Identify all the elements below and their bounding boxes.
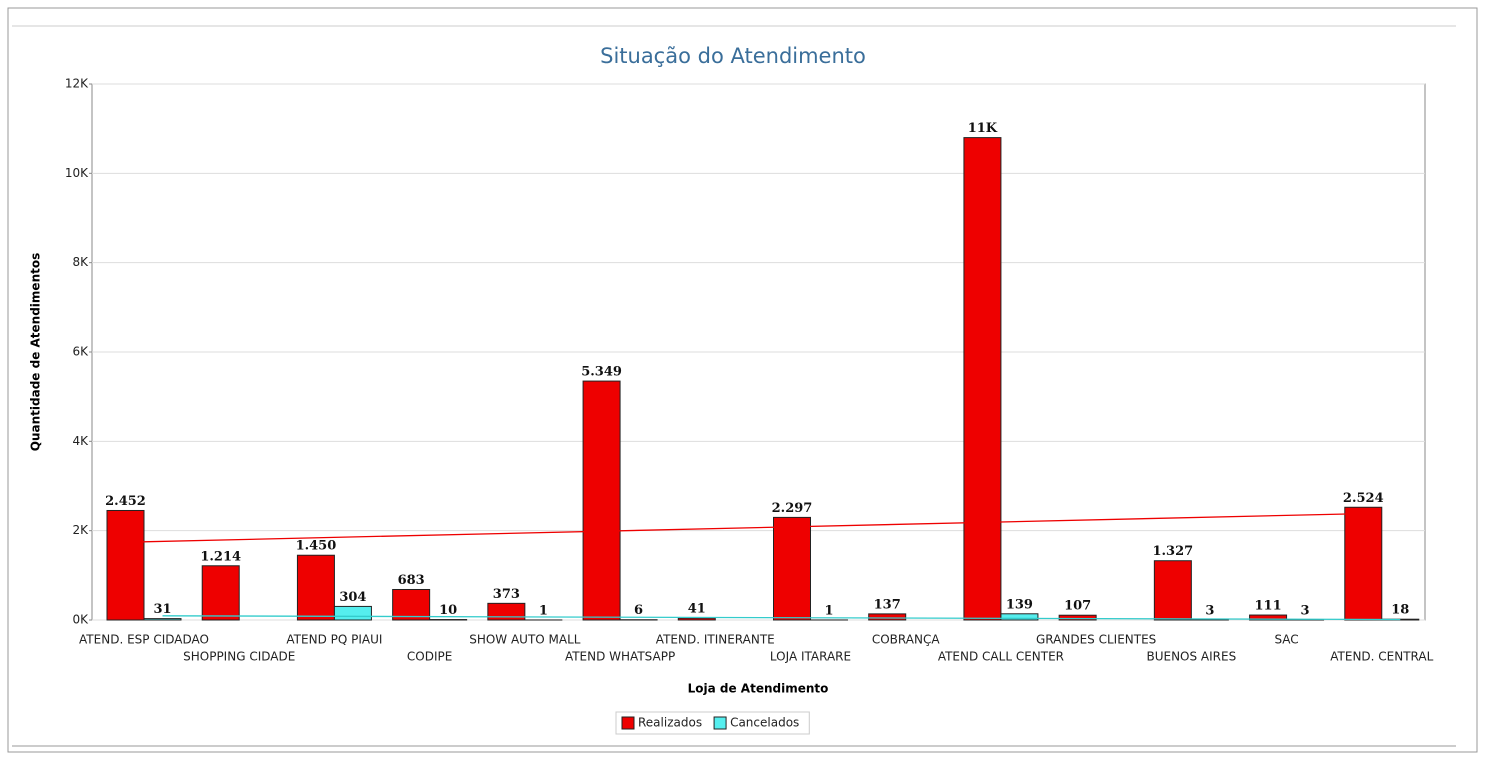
value-label: 31	[153, 602, 171, 617]
legend-swatch	[714, 717, 726, 729]
value-label: 3	[1205, 603, 1214, 618]
x-tick-label: GRANDES CLIENTES	[1036, 633, 1156, 647]
value-label: 6	[634, 603, 643, 618]
value-label: 1.327	[1152, 544, 1193, 559]
y-tick-label: 12K	[65, 77, 89, 91]
bar	[1345, 507, 1382, 620]
y-axis-title: Quantidade de Atendimentos	[29, 253, 43, 451]
y-tick-label: 4K	[72, 434, 89, 448]
x-tick-label: ATEND WHATSAPP	[565, 650, 675, 664]
x-tick-label: ATEND. CENTRAL	[1330, 650, 1433, 664]
value-label: 373	[493, 587, 520, 602]
bar	[583, 381, 620, 620]
bar	[774, 517, 811, 620]
value-label: 111	[1255, 599, 1282, 614]
bar	[678, 618, 715, 620]
value-label: 3	[1301, 603, 1310, 618]
value-label: 41	[688, 602, 706, 617]
bar	[869, 614, 906, 620]
x-tick-label: ATEND. ITINERANTE	[656, 633, 775, 647]
bar	[1059, 615, 1096, 620]
bar	[964, 138, 1001, 620]
value-label: 1	[539, 603, 548, 618]
y-tick-label: 0K	[72, 613, 89, 627]
value-label: 139	[1006, 597, 1033, 612]
legend-label: Realizados	[638, 716, 702, 730]
x-tick-label: SHOW AUTO MALL	[469, 633, 581, 647]
chart-title: Situação do Atendimento	[600, 44, 866, 68]
value-label: 5.349	[581, 365, 622, 380]
x-tick-label: LOJA ITARARE	[770, 650, 851, 664]
x-tick-label: SHOPPING CIDADE	[183, 650, 295, 664]
value-label: 10	[439, 603, 457, 618]
bar	[202, 566, 239, 620]
value-label: 683	[398, 573, 425, 588]
value-label: 18	[1391, 603, 1409, 618]
legend-label: Cancelados	[730, 716, 799, 730]
bar	[1154, 561, 1191, 620]
bar	[107, 510, 144, 620]
x-tick-label: ATEND. ESP CIDADAO	[79, 633, 209, 647]
x-tick-label: CODIPE	[407, 650, 452, 664]
value-label: 2.297	[772, 501, 813, 516]
value-label: 1.214	[200, 549, 241, 564]
y-tick-label: 2K	[72, 523, 89, 537]
legend-swatch	[622, 717, 634, 729]
value-label: 11K	[968, 121, 998, 136]
bar	[334, 606, 371, 620]
value-label: 137	[874, 597, 901, 612]
value-label: 1.450	[296, 539, 337, 554]
value-label: 2.452	[105, 494, 146, 509]
value-label: 2.524	[1343, 491, 1384, 506]
bar	[297, 555, 334, 620]
bar	[144, 619, 181, 620]
value-label: 304	[339, 590, 366, 605]
x-tick-label: ATEND PQ PIAUI	[286, 633, 382, 647]
x-tick-label: SAC	[1274, 633, 1298, 647]
x-axis-title: Loja de Atendimento	[688, 682, 829, 696]
y-tick-label: 6K	[72, 345, 89, 359]
x-tick-label: BUENOS AIRES	[1146, 650, 1236, 664]
y-tick-label: 8K	[72, 255, 89, 269]
y-tick-label: 10K	[65, 166, 89, 180]
value-label: 1	[824, 603, 833, 618]
value-label: 107	[1064, 599, 1091, 614]
x-tick-label: ATEND CALL CENTER	[938, 650, 1064, 664]
x-tick-label: COBRANÇA	[872, 633, 940, 647]
bar	[393, 589, 430, 620]
